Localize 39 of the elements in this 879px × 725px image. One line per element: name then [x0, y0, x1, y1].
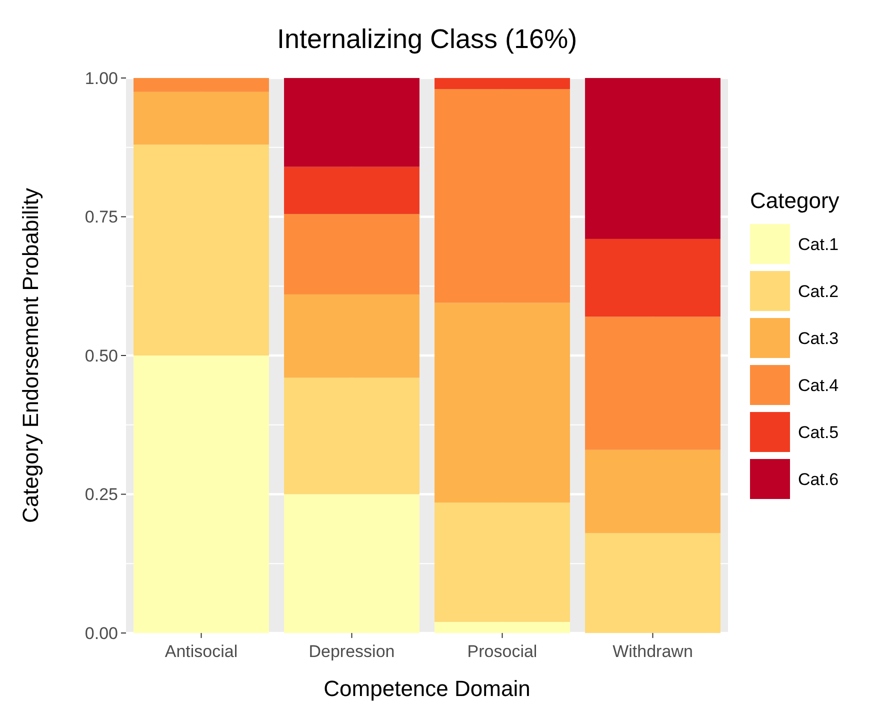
bar: [585, 450, 720, 534]
bar: [585, 238, 720, 317]
bar: [434, 89, 570, 303]
bar: [585, 316, 720, 450]
bar: [284, 166, 420, 214]
bar: [134, 356, 269, 633]
chart-title: Internalizing Class (16%): [276, 24, 578, 54]
bar: [585, 78, 720, 239]
bar: [284, 378, 420, 494]
bar: [434, 302, 570, 503]
y-tick-label: 1.00: [84, 68, 118, 88]
legend-label: Cat.6: [798, 470, 839, 489]
x-tick-label: Withdrawn: [612, 642, 693, 661]
legend-title: Category: [750, 188, 840, 213]
y-tick-label: 0.25: [84, 485, 118, 504]
legend-label: Cat.5: [798, 423, 839, 442]
x-tick-label: Antisocial: [164, 642, 238, 661]
x-tick-label: Depression: [308, 642, 395, 661]
bar: [134, 78, 269, 92]
y-tick-label: 0.75: [84, 208, 118, 227]
bar: [284, 494, 420, 633]
y-tick-label: 0.00: [84, 624, 118, 643]
legend-label: Cat.3: [798, 329, 839, 348]
bar: [434, 78, 570, 90]
legend-label: Cat.1: [798, 235, 839, 254]
bar: [434, 622, 570, 633]
bar: [284, 78, 420, 167]
bar: [585, 533, 720, 633]
x-axis-title: Competence Domain: [324, 676, 530, 701]
y-tick-label: 0.50: [84, 346, 118, 366]
legend-label: Cat.4: [798, 376, 839, 395]
bar: [134, 92, 269, 145]
bar: [284, 294, 420, 378]
y-axis-title: Category Endorsement Probability: [18, 188, 43, 524]
bar: [434, 502, 570, 622]
x-tick-label: Prosocial: [467, 642, 538, 661]
legend-label: Cat.2: [798, 282, 839, 301]
bar: [134, 144, 269, 356]
bar: [284, 214, 420, 294]
